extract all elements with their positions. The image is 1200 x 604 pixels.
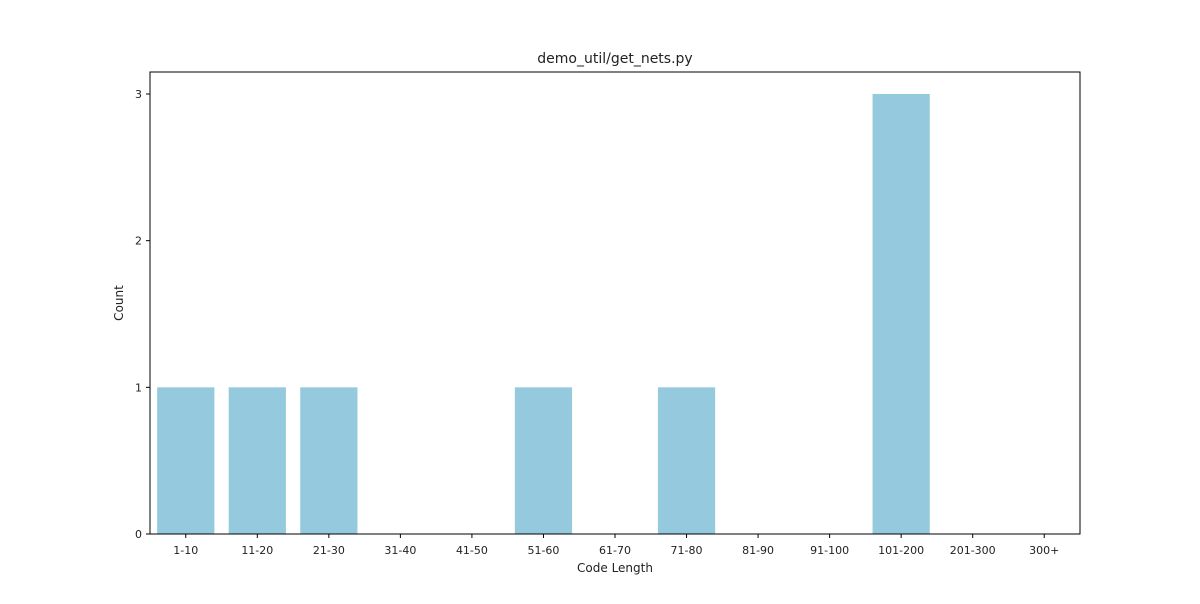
x-tick-label: 91-100 [810, 544, 849, 557]
y-axis-label: Count [112, 285, 126, 321]
x-tick-label: 41-50 [456, 544, 488, 557]
bar-21-30 [300, 387, 358, 534]
y-tick-label: 3 [135, 88, 142, 101]
x-tick-label: 31-40 [384, 544, 416, 557]
bar-71-80 [657, 387, 716, 534]
x-tick-label: 101-200 [878, 544, 924, 557]
plot-frame [149, 71, 1081, 535]
x-tick-label: 81-90 [742, 544, 774, 557]
x-tick-label: 61-70 [599, 544, 631, 557]
chart-title: demo_util/get_nets.py [537, 51, 692, 67]
bar-101-200 [872, 94, 930, 534]
bar-1-10 [157, 387, 215, 534]
x-axis-label: Code Length [577, 561, 653, 575]
bar-11-20 [228, 387, 286, 534]
x-tick-label: 51-60 [527, 544, 559, 557]
x-axis: 1-10 11-20 21-30 31-40 41-50 51-60 61-70 71-80 8… [173, 534, 1059, 557]
x-tick-label: 11-20 [241, 544, 273, 557]
y-tick-label: 2 [135, 235, 142, 248]
x-tick-label: 300+ [1029, 544, 1059, 557]
x-tick-label: 1-10 [173, 544, 198, 557]
x-tick-label: 201-300 [950, 544, 996, 557]
y-tick-label: 0 [135, 528, 142, 541]
bars-group [157, 94, 930, 534]
x-tick-label: 21-30 [313, 544, 345, 557]
x-tick-label: 71-80 [671, 544, 703, 557]
y-tick-label: 1 [135, 381, 142, 394]
bar-51-60 [514, 387, 573, 534]
y-axis: 0 1 2 3 [135, 88, 150, 541]
